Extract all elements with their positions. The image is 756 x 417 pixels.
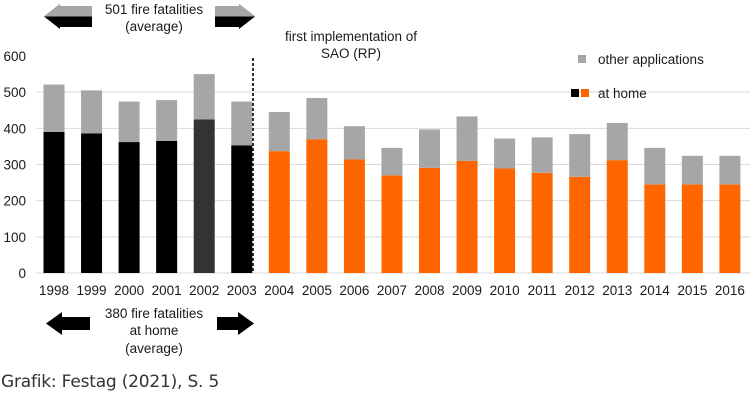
top-average-line-1: 501 fire fatalities: [105, 2, 204, 17]
bar-at-home-1998: [43, 131, 65, 273]
bar-at-home-2002: [193, 119, 215, 274]
legend-label-other-applications: other applications: [598, 52, 704, 67]
top-average-annotation: 501 fire fatalities (average): [44, 2, 255, 34]
bar-other-applications-2008: [419, 129, 440, 168]
source-caption: Grafik: Festag (2021), S. 5: [1, 372, 220, 392]
bar-other-applications-1999: [81, 90, 103, 134]
bar-other-applications-2007: [381, 147, 403, 176]
y-tick-label: 100: [3, 230, 26, 245]
legend-item-other-applications: other applications: [578, 52, 704, 67]
bar-at-home-2008: [419, 167, 440, 273]
bar-other-applications-2002: [193, 74, 215, 120]
x-tick-label: 2008: [414, 283, 444, 298]
legend-swatch-black: [571, 89, 579, 97]
x-tick-label: 2006: [339, 283, 369, 298]
bar-other-applications-2000: [118, 101, 140, 143]
bar-at-home-2014: [644, 184, 666, 273]
divider-label-line-1: first implementation of: [285, 29, 417, 44]
bar-other-applications-2004: [268, 112, 290, 152]
y-tick-label: 400: [3, 121, 26, 136]
x-tick-label: 2001: [152, 283, 182, 298]
y-tick-label: 300: [3, 158, 26, 173]
bar-at-home-2009: [456, 160, 478, 273]
bar-at-home-2015: [681, 184, 703, 273]
bar-other-applications-2014: [644, 147, 666, 185]
y-axis-ticks: 0 100 200 300 400 500 600: [3, 49, 26, 281]
bar-other-applications-2012: [569, 134, 591, 177]
x-tick-label: 2009: [452, 283, 482, 298]
legend-swatch-orange: [581, 89, 589, 97]
y-tick-label: 600: [3, 49, 26, 64]
bottom-average-line-3: (average): [125, 341, 183, 356]
bar-at-home-2011: [531, 172, 553, 273]
bar-at-home-2005: [306, 139, 328, 273]
x-tick-label: 2011: [528, 283, 557, 298]
bar-other-applications-2015: [681, 155, 703, 185]
bar-at-home-2003: [231, 145, 253, 273]
bar-at-home-1999: [81, 133, 103, 273]
x-tick-label: 2016: [715, 283, 745, 298]
bar-other-applications-2009: [456, 116, 478, 161]
x-tick-label: 1999: [77, 283, 107, 298]
bar-other-applications-1998: [43, 84, 65, 132]
bar-at-home-2016: [719, 184, 741, 273]
y-tick-label: 500: [3, 85, 26, 100]
left-arrow-icon: [46, 312, 90, 335]
bar-other-applications-2005: [306, 97, 328, 140]
right-arrow-icon: [217, 312, 254, 335]
x-tick-label: 2002: [189, 283, 219, 298]
x-tick-label: 2004: [264, 283, 295, 298]
bottom-average-line-1: 380 fire fatalities: [105, 306, 204, 321]
x-tick-label: 2014: [640, 283, 671, 298]
y-tick-label: 200: [3, 194, 26, 209]
x-tick-label: 2003: [227, 283, 257, 298]
bar-other-applications-2003: [231, 101, 253, 146]
x-tick-label: 2013: [602, 283, 632, 298]
legend-label-at-home: at home: [598, 86, 647, 101]
left-arrow-icon: [44, 4, 92, 29]
divider-annotation: first implementation of SAO (RP): [285, 29, 417, 61]
right-arrow-icon: [215, 4, 255, 29]
divider-label-line-2: SAO (RP): [321, 46, 381, 61]
bar-at-home-2012: [569, 176, 591, 273]
y-tick-label: 0: [18, 266, 26, 281]
bars: [43, 74, 741, 274]
bar-other-applications-2011: [531, 137, 553, 173]
top-average-line-2: (average): [125, 19, 183, 34]
legend-item-at-home: at home: [571, 86, 647, 101]
legend-swatch-gray: [578, 55, 586, 63]
legend: other applications at home: [571, 52, 704, 101]
x-tick-label: 2005: [302, 283, 332, 298]
bar-other-applications-2016: [719, 155, 741, 185]
bottom-average-annotation: 380 fire fatalities at home (average): [46, 306, 254, 356]
bar-at-home-2010: [494, 168, 516, 273]
bottom-average-line-2: at home: [130, 323, 179, 338]
x-tick-label: 2012: [565, 283, 595, 298]
bar-at-home-2004: [268, 151, 290, 273]
bar-at-home-2006: [343, 159, 365, 273]
x-tick-label: 2000: [114, 283, 144, 298]
bar-other-applications-2013: [606, 122, 628, 161]
x-tick-label: 1998: [39, 283, 69, 298]
x-tick-label: 2015: [677, 283, 707, 298]
bar-at-home-2001: [156, 140, 178, 273]
bar-at-home-2007: [381, 175, 403, 273]
bar-other-applications-2010: [494, 138, 516, 169]
bar-other-applications-2006: [343, 126, 365, 160]
bar-at-home-2000: [118, 142, 140, 273]
bar-at-home-2013: [606, 160, 628, 273]
bar-other-applications-2001: [156, 100, 178, 141]
x-tick-label: 2007: [377, 283, 407, 298]
x-axis-ticks: 1998 1999 2000 2001 2002 2003 2004 2005 2006 2007…: [39, 283, 745, 298]
x-tick-label: 2010: [490, 283, 520, 298]
